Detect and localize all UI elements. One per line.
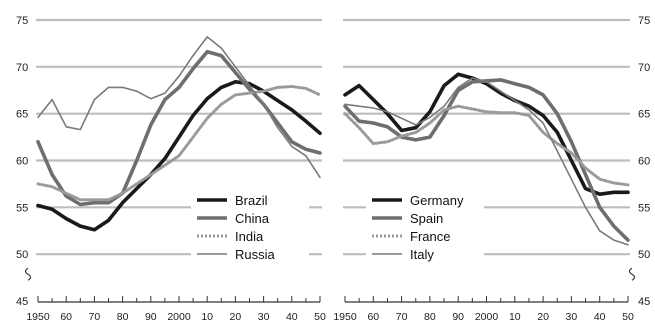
left-series-line-brazil: [36, 80, 322, 232]
right-xtick-label: 20: [537, 311, 549, 323]
left-ytick-label: 45: [16, 296, 28, 308]
left-xtick-label: 20: [230, 311, 242, 323]
right-xtick-label: 80: [424, 311, 436, 323]
right-ytick-label: 65: [638, 109, 650, 121]
left-xtick-label: 1950: [26, 311, 50, 323]
left-ytick-label: 50: [16, 249, 28, 261]
right-series-line-germany: [343, 72, 630, 196]
right-ytick-label: 70: [638, 62, 650, 74]
right-xtick-label: 60: [367, 311, 379, 323]
right-xtick-label: 1950: [333, 311, 357, 323]
left-ytick-label: 75: [16, 15, 28, 27]
right-legend-label-italy: Italy: [410, 247, 434, 262]
left-legend: Brazil China India Russia: [191, 190, 309, 266]
right-legend-label-france: France: [410, 229, 450, 244]
left-xtick-label: 2000: [167, 311, 191, 323]
left-xtick-label: 60: [60, 311, 72, 323]
right-legend-label-germany: Germany: [410, 193, 464, 208]
right-series-line-france: [343, 104, 630, 187]
right-ytick-label: 55: [638, 202, 650, 214]
left-xtick-label: 90: [145, 311, 157, 323]
right-ytick-label: 60: [638, 156, 650, 168]
left-xtick-label: 50: [314, 311, 326, 323]
right-legend-label-spain: Spain: [410, 211, 443, 226]
right-legend: Germany Spain France Italy: [366, 190, 484, 266]
right-xtick-label: 70: [396, 311, 408, 323]
right-series-line-italy: [344, 77, 629, 246]
right-axis-break-icon: [628, 267, 636, 281]
right-xtick-label: 90: [452, 311, 464, 323]
left-axis-break-icon: [24, 267, 32, 281]
left-legend-label-brazil: Brazil: [235, 193, 268, 208]
right-xtick-label: 30: [566, 311, 578, 323]
left-xtick-label: 40: [286, 311, 298, 323]
left-panel: 45 50 55 60 65 70 75 1950 60 70 80 90 2000 10 20 30 40 50…: [16, 15, 326, 323]
left-legend-label-china: China: [235, 211, 270, 226]
left-ytick-label: 70: [16, 62, 28, 74]
left-xtick-label: 10: [201, 311, 213, 323]
left-legend-label-russia: Russia: [235, 247, 276, 262]
left-series-line-china: [36, 50, 322, 207]
left-ytick-label: 65: [16, 109, 28, 121]
left-xtick-label: 70: [89, 311, 101, 323]
right-xtick-label: 2000: [475, 311, 499, 323]
right-xtick-label: 40: [594, 311, 606, 323]
right-panel: 45 50 55 60 65 70 75 1950 60 70 80 90 2000 10 20 30 40 50…: [333, 15, 650, 323]
right-xtick-label: 50: [622, 311, 634, 323]
right-xtick-label: 10: [509, 311, 521, 323]
right-ytick-label: 75: [638, 15, 650, 27]
left-ytick-label: 55: [16, 202, 28, 214]
left-ytick-label: 60: [16, 156, 28, 168]
right-ytick-label: 50: [638, 249, 650, 261]
left-series-line-russia: [37, 36, 321, 179]
left-legend-label-india: India: [235, 229, 264, 244]
right-ytick-label: 45: [638, 296, 650, 308]
left-series-line-india: [36, 85, 322, 202]
left-xtick-label: 30: [258, 311, 270, 323]
left-xtick-label: 80: [117, 311, 129, 323]
